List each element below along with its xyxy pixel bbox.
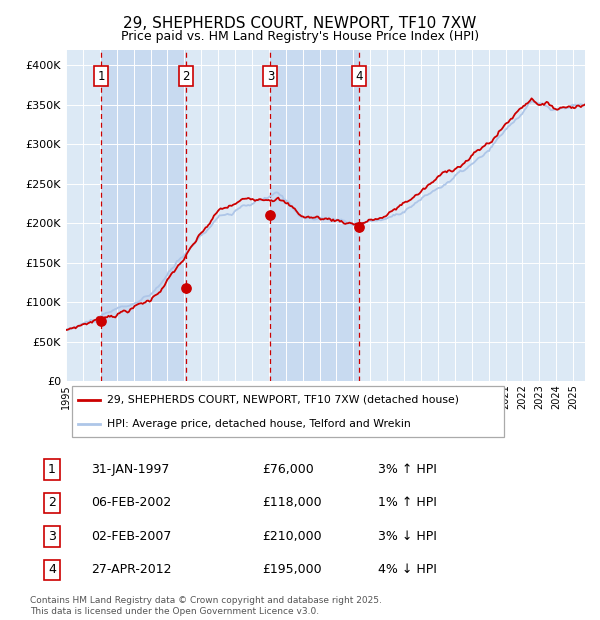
Text: 06-FEB-2002: 06-FEB-2002 [91, 497, 171, 510]
Text: 1: 1 [48, 463, 56, 476]
Text: HPI: Average price, detached house, Telford and Wrekin: HPI: Average price, detached house, Telf… [107, 419, 410, 430]
Text: 4: 4 [355, 69, 362, 82]
Text: £195,000: £195,000 [262, 564, 322, 577]
Bar [359, 50, 585, 381]
Bar [186, 50, 271, 381]
Text: 31-JAN-1997: 31-JAN-1997 [91, 463, 169, 476]
Text: £76,000: £76,000 [262, 463, 314, 476]
Point [354, 223, 364, 232]
Text: 29, SHEPHERDS COURT, NEWPORT, TF10 7XW: 29, SHEPHERDS COURT, NEWPORT, TF10 7XW [124, 16, 476, 30]
Text: 1: 1 [97, 69, 105, 82]
Bar [66, 50, 101, 381]
Text: 02-FEB-2007: 02-FEB-2007 [91, 530, 171, 543]
Text: 29, SHEPHERDS COURT, NEWPORT, TF10 7XW (detached house): 29, SHEPHERDS COURT, NEWPORT, TF10 7XW (… [107, 395, 458, 405]
Point [181, 283, 191, 293]
Text: 3: 3 [267, 69, 274, 82]
Bar [271, 50, 359, 381]
Text: 3% ↑ HPI: 3% ↑ HPI [378, 463, 437, 476]
Point [97, 316, 106, 326]
Text: 3: 3 [48, 530, 56, 543]
Text: Contains HM Land Registry data © Crown copyright and database right 2025.
This d: Contains HM Land Registry data © Crown c… [30, 596, 382, 616]
Text: 4% ↓ HPI: 4% ↓ HPI [378, 564, 437, 577]
Text: 27-APR-2012: 27-APR-2012 [91, 564, 171, 577]
Bar [101, 50, 186, 381]
Text: £210,000: £210,000 [262, 530, 322, 543]
Text: £118,000: £118,000 [262, 497, 322, 510]
Text: Price paid vs. HM Land Registry's House Price Index (HPI): Price paid vs. HM Land Registry's House … [121, 30, 479, 43]
FancyBboxPatch shape [72, 386, 504, 437]
Text: 2: 2 [182, 69, 190, 82]
Text: 3% ↓ HPI: 3% ↓ HPI [378, 530, 437, 543]
Text: 2: 2 [48, 497, 56, 510]
Text: 1% ↑ HPI: 1% ↑ HPI [378, 497, 437, 510]
Text: 4: 4 [48, 564, 56, 577]
Point [266, 211, 275, 221]
